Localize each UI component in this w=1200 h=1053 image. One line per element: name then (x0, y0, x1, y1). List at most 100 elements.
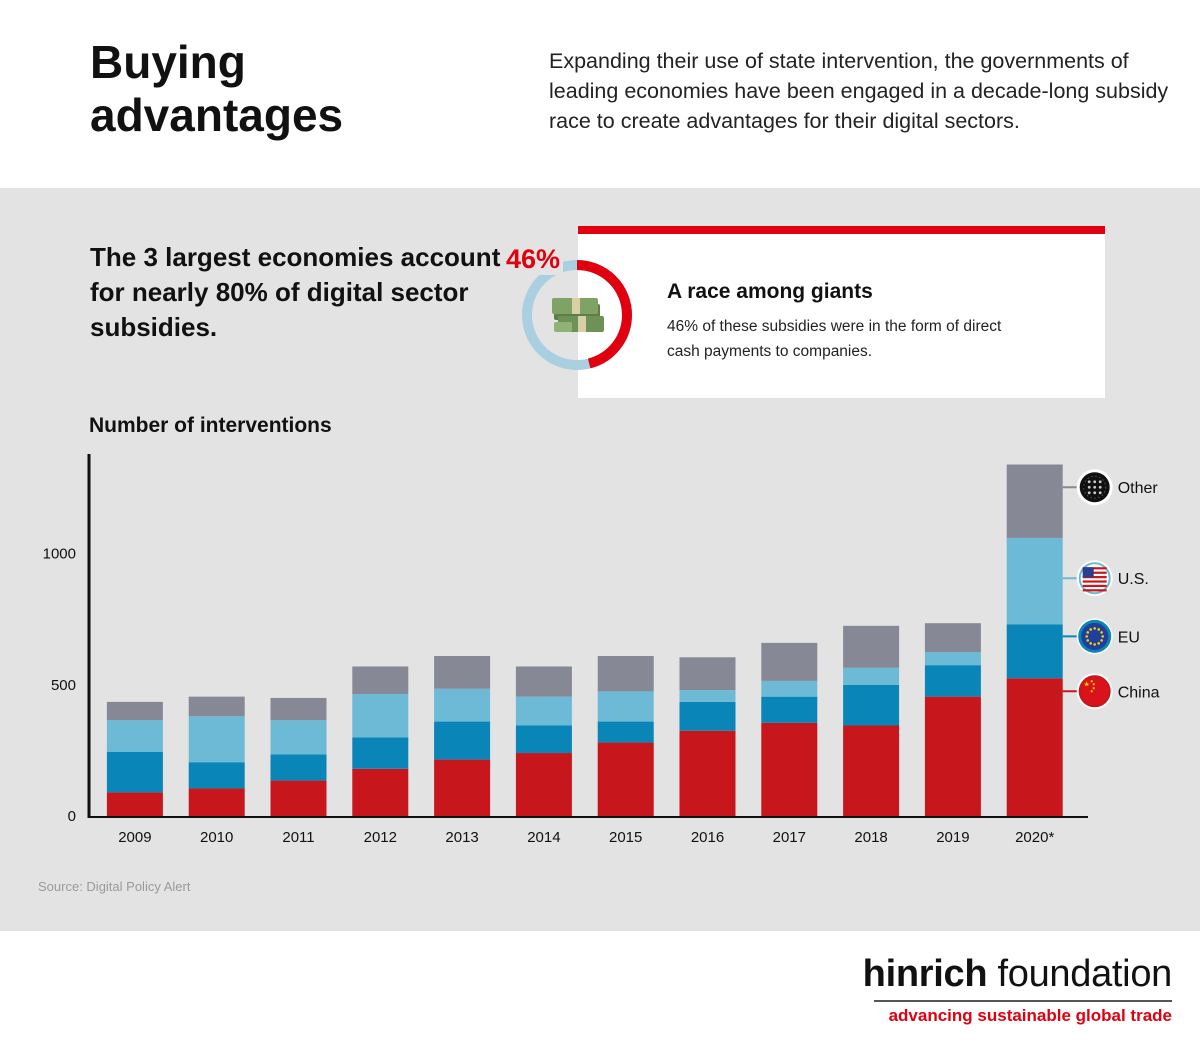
bar-eu-2014 (515, 725, 572, 754)
header: Buying advantages Expanding their use of… (0, 0, 1200, 188)
x-tick-label: 2011 (282, 829, 314, 846)
bar-eu-2012 (352, 737, 409, 769)
bar-other-2020 (1006, 464, 1063, 538)
x-tick-label: 2010 (200, 829, 233, 846)
bar-china-2014 (515, 753, 572, 816)
bar-china-2012 (352, 768, 409, 816)
x-tick-label: 2015 (609, 829, 642, 846)
y-tick-label: 0 (68, 808, 76, 825)
x-tick-label: 2009 (118, 829, 151, 846)
bar-china-2019 (924, 696, 981, 816)
bar-other-2015 (597, 655, 654, 692)
intro-text: Expanding their use of state interventio… (549, 49, 1169, 133)
bar-us-2011 (270, 720, 327, 755)
donut-arc (522, 260, 632, 370)
bar-other-2011 (270, 697, 327, 721)
bar-china-2013 (434, 759, 491, 816)
bar-us-2010 (188, 716, 245, 763)
brand-name-bold: hinrich (862, 953, 988, 995)
bar-other-2014 (515, 666, 572, 697)
bar-eu-2020 (1006, 624, 1063, 679)
bar-us-2020 (1006, 537, 1063, 625)
x-tick-label: 2014 (527, 829, 560, 846)
bar-eu-2011 (270, 754, 327, 781)
bar-us-2017 (761, 680, 818, 697)
x-tick-label: 2019 (936, 829, 969, 846)
bar-us-2009 (106, 720, 163, 752)
bar-us-2013 (434, 688, 491, 722)
legend-label: Other (1118, 480, 1159, 497)
bar-us-2014 (515, 696, 572, 726)
stacked-bar-chart: 0 500 1000 2009 2010 2011 2012 2013 2014 2015 201… (43, 454, 1160, 846)
brand-name-rest: foundation (987, 953, 1172, 995)
x-axis-ticks: 2009 2010 2011 2012 2013 2014 2015 2016 2017 2018… (118, 829, 1054, 846)
bar-eu-2018 (843, 684, 900, 726)
bar-china-2018 (843, 725, 900, 816)
legend-item-china: China (1062, 673, 1160, 710)
bar-other-2009 (106, 701, 163, 721)
x-tick-label: 2016 (691, 829, 724, 846)
brand-divider (874, 1000, 1172, 1002)
bar-eu-2009 (106, 751, 163, 793)
legend: Other U.S. EU China (1062, 469, 1160, 710)
legend-item-eu: EU (1062, 618, 1140, 655)
chart-title: Number of interventions (89, 414, 332, 437)
callout-title: A race among giants (667, 280, 873, 303)
legend-label: U.S. (1118, 571, 1149, 588)
x-tick-label: 2013 (445, 829, 478, 846)
footer: hinrich foundation advancing sustainable… (0, 931, 1200, 1053)
bar-us-2012 (352, 694, 409, 738)
china-flag-icon (1076, 673, 1113, 710)
bar-eu-2013 (434, 721, 491, 760)
bar-china-2015 (597, 742, 654, 816)
legend-label: China (1118, 684, 1160, 701)
bar-other-2013 (434, 655, 491, 689)
bar-eu-2016 (679, 701, 736, 731)
globe-dots-icon (1076, 469, 1113, 506)
bar-other-2016 (679, 657, 736, 691)
legend-label: EU (1118, 629, 1140, 646)
bar-china-2017 (761, 722, 818, 816)
x-tick-label: 2020* (1015, 829, 1054, 846)
bar-china-2011 (270, 780, 327, 816)
x-tick-label: 2018 (854, 829, 887, 846)
y-axis-ticks: 0 500 1000 (43, 546, 76, 825)
bar-china-2010 (188, 788, 245, 816)
bar-eu-2017 (761, 696, 818, 723)
bar-eu-2010 (188, 762, 245, 789)
bar-eu-2019 (924, 665, 981, 697)
y-tick-label: 1000 (43, 546, 76, 563)
brand-tagline: advancing sustainable global trade (888, 1006, 1172, 1025)
callout-card: A race among giants 46% of these subsidi… (578, 226, 1105, 398)
bar-other-2017 (761, 642, 818, 681)
callout-text: 46% of these subsidies were in the form … (667, 318, 1002, 360)
us-flag-icon (1076, 560, 1113, 597)
x-tick-label: 2012 (364, 829, 397, 846)
chart-panel: The 3 largest economies account for near… (0, 188, 1200, 931)
bar-china-2016 (679, 730, 736, 816)
bar-china-2020 (1006, 678, 1063, 816)
percent-donut (522, 260, 632, 370)
bar-us-2015 (597, 691, 654, 722)
bar-other-2018 (843, 625, 900, 668)
bar-other-2019 (924, 623, 981, 653)
x-tick-label: 2017 (773, 829, 806, 846)
brand-logo: hinrich foundation (862, 953, 1173, 996)
bar-us-2018 (843, 667, 900, 685)
y-tick-label: 500 (51, 677, 76, 694)
bar-eu-2015 (597, 721, 654, 743)
donut-percent-label: 46% (503, 243, 564, 275)
bars-layer (106, 464, 1063, 816)
bar-us-2019 (924, 652, 981, 666)
bar-us-2016 (679, 690, 736, 702)
bar-other-2012 (352, 666, 409, 695)
key-statistic: The 3 largest economies account for near… (90, 242, 501, 342)
bar-china-2009 (106, 792, 163, 816)
page-title: Buying advantages (90, 36, 344, 141)
source-note: Source: Digital Policy Alert (38, 879, 191, 894)
legend-item-other: Other (1062, 469, 1159, 506)
eu-flag-icon (1076, 618, 1113, 655)
legend-item-us: U.S. (1062, 560, 1149, 597)
bar-other-2010 (188, 696, 245, 717)
cash-stack-icon (552, 298, 604, 332)
